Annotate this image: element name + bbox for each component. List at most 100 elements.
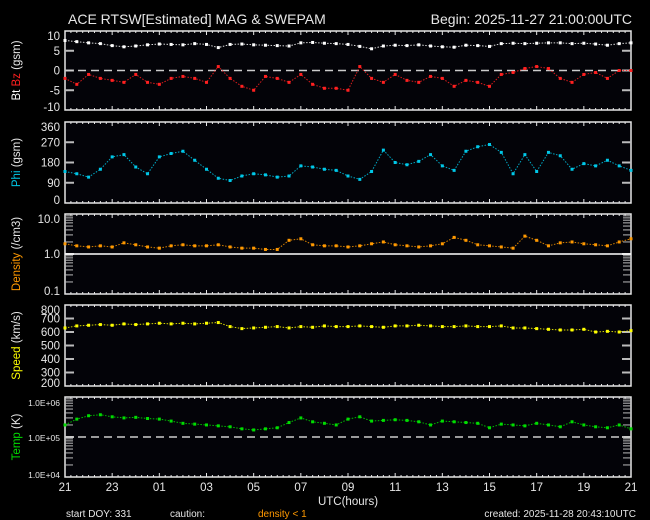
data-point (346, 245, 350, 249)
data-point (122, 322, 126, 326)
data-point (511, 172, 515, 176)
data-point (381, 240, 385, 244)
data-point (275, 175, 279, 179)
data-point (417, 245, 421, 249)
data-point (417, 323, 421, 327)
y-tick-label: 500 (41, 341, 60, 353)
data-point (393, 418, 397, 422)
data-point (287, 174, 291, 178)
data-point (605, 43, 609, 47)
data-point (370, 170, 374, 173)
data-point (157, 417, 161, 421)
data-point (617, 69, 621, 72)
data-point (87, 175, 91, 179)
data-point (499, 324, 503, 328)
data-point (216, 424, 220, 428)
data-point (110, 323, 114, 327)
data-point (252, 428, 256, 432)
data-point (252, 246, 256, 250)
data-point (558, 154, 562, 158)
data-point (393, 43, 397, 47)
data-point (110, 155, 114, 159)
data-point (417, 43, 421, 47)
data-point (334, 423, 338, 427)
data-point (417, 159, 421, 163)
data-point (263, 173, 267, 177)
data-point (334, 86, 338, 90)
data-point (240, 246, 244, 250)
data-point (393, 161, 397, 164)
panel-density: 10.0 1.0 0.1 Density (/cm3) (11, 213, 633, 298)
y-axis-title-part: Bz (11, 73, 23, 90)
data-point (205, 42, 208, 46)
data-point (240, 327, 244, 331)
data-point (464, 324, 468, 328)
data-point (122, 241, 126, 245)
data-point (488, 325, 491, 329)
panel-temp: 1.0E+06 1.0E+05 1.0E+04 Temp (K) (11, 396, 633, 480)
data-point (299, 41, 303, 45)
data-point (558, 76, 562, 80)
y-axis-title: Phi (gsm) (11, 138, 23, 187)
data-point (452, 325, 456, 329)
y-axis-title-part: Temp (11, 432, 23, 460)
data-point (546, 327, 550, 331)
y-axis-title-part: (K) (11, 414, 23, 433)
data-point (322, 324, 326, 328)
data-point (535, 170, 539, 173)
data-point (546, 41, 550, 45)
data-point (605, 158, 609, 162)
data-point (429, 423, 433, 427)
data-point (110, 415, 114, 419)
series-bz (63, 65, 633, 92)
y-axis-title-part: (gsm) (11, 138, 23, 171)
data-point (193, 322, 197, 326)
data-point (169, 76, 173, 80)
y-axis-title: Density (/cm3) (11, 217, 23, 291)
x-tick-label: 19 (577, 482, 590, 494)
data-point (63, 326, 67, 330)
x-tick-labels: 21 23 01 03 05 07 09 11 13 15 17 19 21 (59, 482, 638, 494)
data-point (228, 325, 232, 329)
data-point (63, 76, 67, 80)
data-point (110, 44, 114, 48)
data-point (122, 153, 126, 157)
data-point (193, 422, 197, 426)
y-tick-label: 10.0 (38, 214, 60, 226)
data-point (523, 234, 527, 238)
y-tick-label: 1.0E+05 (28, 433, 60, 443)
data-point (63, 423, 67, 427)
data-point (594, 164, 598, 168)
data-point (582, 72, 586, 76)
data-point (405, 44, 409, 48)
series-speed (63, 321, 633, 334)
data-point (322, 41, 326, 45)
data-point (263, 325, 267, 329)
data-point (488, 244, 491, 248)
y-tick-label: 0.1 (44, 286, 60, 298)
data-point (370, 47, 374, 51)
data-point (146, 172, 150, 176)
data-point (287, 421, 291, 425)
y-tick-label: 600 (41, 327, 60, 339)
data-point (75, 324, 79, 328)
data-point (63, 242, 67, 246)
data-point (169, 322, 173, 326)
y-axis-title-part: Bt (11, 89, 23, 101)
data-point (381, 80, 385, 84)
data-point (205, 80, 208, 84)
begin-time: Begin: 2025-11-27 21:00:00UTC (431, 11, 632, 27)
data-point (63, 38, 67, 42)
data-point (252, 88, 256, 92)
data-point (629, 69, 633, 72)
data-point (405, 244, 409, 248)
data-point (535, 327, 539, 331)
data-point (98, 244, 102, 248)
data-point (629, 41, 633, 45)
data-point (464, 149, 468, 153)
data-point (311, 40, 315, 44)
data-point (75, 417, 79, 421)
data-point (240, 427, 244, 431)
data-point (417, 80, 421, 84)
data-point (594, 70, 598, 74)
